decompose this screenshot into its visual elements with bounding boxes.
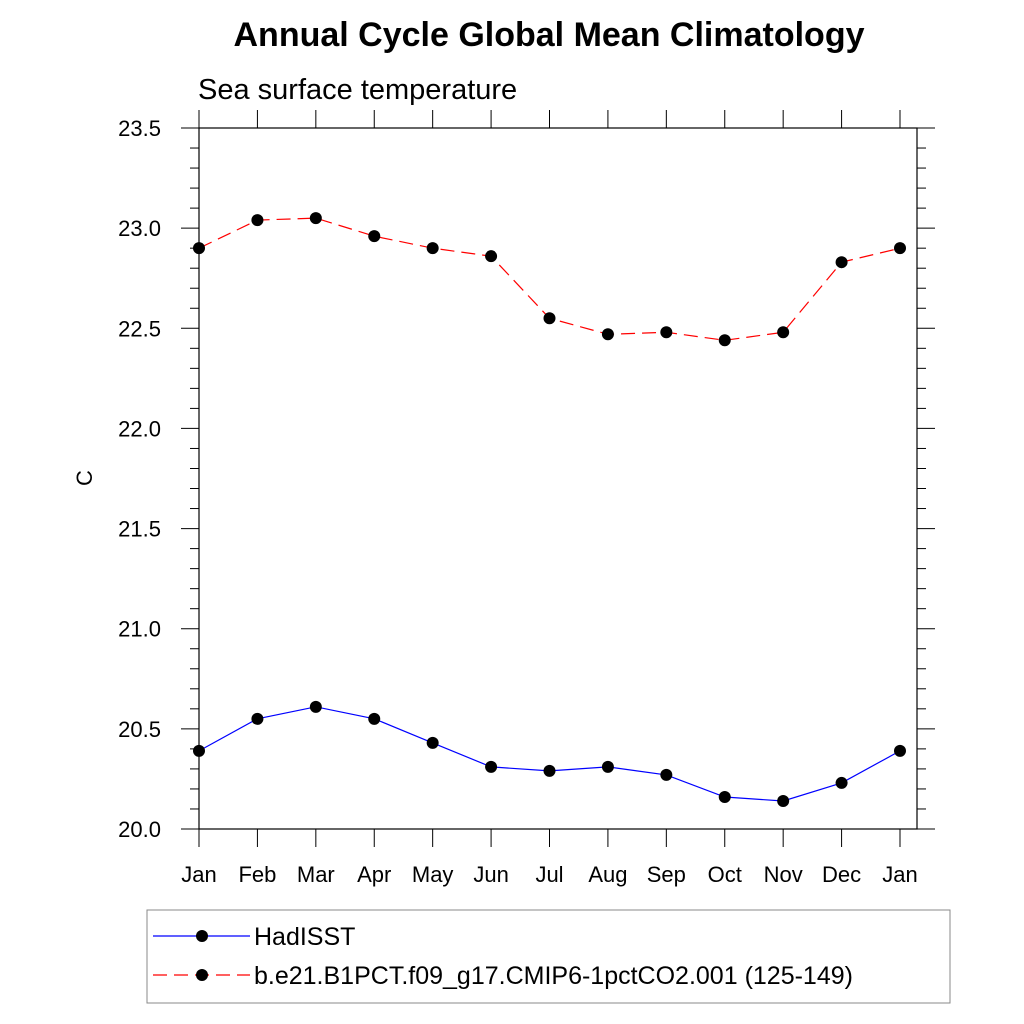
data-point [309, 700, 322, 713]
chart-subtitle: Sea surface temperature [198, 74, 517, 106]
data-point [485, 760, 498, 773]
x-tick-label: Aug [588, 862, 627, 887]
data-point [309, 212, 322, 225]
data-point [660, 768, 673, 781]
x-tick-label: Jan [181, 862, 216, 887]
legend-label: b.e21.B1PCT.f09_g17.CMIP6-1pctCO2.001 (1… [254, 962, 853, 990]
series-1 [193, 212, 906, 347]
data-point [485, 250, 498, 263]
x-tick-label: Nov [764, 862, 803, 887]
data-point [251, 712, 264, 725]
y-tick-label: 23.5 [118, 116, 161, 141]
y-tick-label: 23.0 [118, 216, 161, 241]
chart-title: Annual Cycle Global Mean Climatology [234, 16, 865, 54]
data-point [368, 230, 381, 243]
y-tick-label: 20.5 [118, 717, 161, 742]
data-point [426, 242, 439, 255]
legend-marker [196, 930, 208, 942]
x-tick-label: Sep [647, 862, 686, 887]
data-point [835, 256, 848, 269]
x-tick-label: Jan [882, 862, 917, 887]
x-tick-label: Dec [822, 862, 861, 887]
legend-label: HadISST [254, 923, 355, 951]
data-point [601, 760, 614, 773]
x-tick-label: Jun [473, 862, 508, 887]
x-tick-label: Mar [297, 862, 335, 887]
y-tick-label: 20.0 [118, 817, 161, 842]
data-point [368, 712, 381, 725]
y-tick-label: 21.0 [118, 617, 161, 642]
x-tick-label: Oct [708, 862, 742, 887]
data-point [660, 326, 673, 339]
data-point [835, 776, 848, 789]
data-point [543, 312, 556, 325]
legend-marker [196, 969, 208, 981]
y-tick-label: 21.5 [118, 517, 161, 542]
series-line [198, 706, 901, 802]
data-point [601, 328, 614, 341]
data-point [718, 334, 731, 347]
data-point [251, 214, 264, 227]
data-point [718, 790, 731, 803]
series-0 [193, 700, 906, 807]
y-tick-label: 22.0 [118, 416, 161, 441]
data-point [426, 736, 439, 749]
plot-frame [198, 127, 918, 830]
x-tick-label: Jul [535, 862, 563, 887]
data-point [894, 242, 906, 255]
data-point [894, 744, 906, 757]
y-tick-label: 22.5 [118, 316, 161, 341]
data-point [777, 326, 790, 339]
legend-box [146, 909, 951, 1004]
data-point [777, 794, 790, 807]
y-axis-label: C [72, 470, 97, 486]
x-tick-label: Feb [238, 862, 276, 887]
x-tick-label: May [412, 862, 454, 887]
data-point [543, 764, 556, 777]
x-tick-label: Apr [357, 862, 391, 887]
